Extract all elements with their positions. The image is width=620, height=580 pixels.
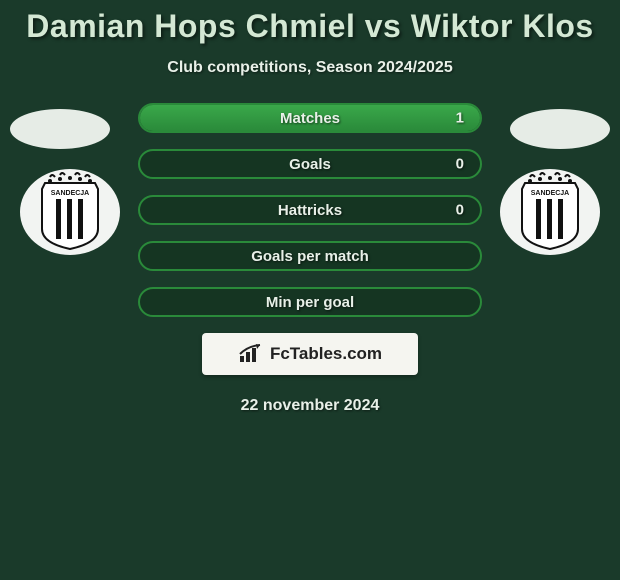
stat-label: Goals [289,156,331,173]
player-avatar-right [510,109,610,149]
stat-bar-goals: Goals 0 [138,149,482,179]
stat-bar-matches: Matches 1 [138,103,482,133]
stat-bars: Matches 1 Goals 0 Hattricks 0 Goals per … [138,103,482,317]
date-text: 22 november 2024 [0,397,620,415]
stat-value: 0 [456,156,464,173]
stat-label: Min per goal [266,294,354,311]
club-badge-left: SANDECJA [20,169,120,255]
stat-label: Hattricks [278,202,342,219]
stat-bar-hattricks: Hattricks 0 [138,195,482,225]
club-badge-right: SANDECJA [500,169,600,255]
player-avatar-left [10,109,110,149]
stat-label: Matches [280,110,340,127]
stat-bar-min-per-goal: Min per goal [138,287,482,317]
page-subtitle: Club competitions, Season 2024/2025 [0,59,620,77]
chart-icon [238,344,264,364]
brand-text: FcTables.com [270,344,382,364]
stat-label: Goals per match [251,248,369,265]
stat-value: 1 [456,110,464,127]
page-title: Damian Hops Chmiel vs Wiktor Klos [0,0,620,45]
stat-bar-goals-per-match: Goals per match [138,241,482,271]
stat-value: 0 [456,202,464,219]
club-name-text: SANDECJA [51,190,90,197]
comparison-layout: SANDECJA SANDECJA Matches 1 Goals 0 [0,103,620,415]
brand-box[interactable]: FcTables.com [202,333,418,375]
club-name-text: SANDECJA [531,190,570,197]
